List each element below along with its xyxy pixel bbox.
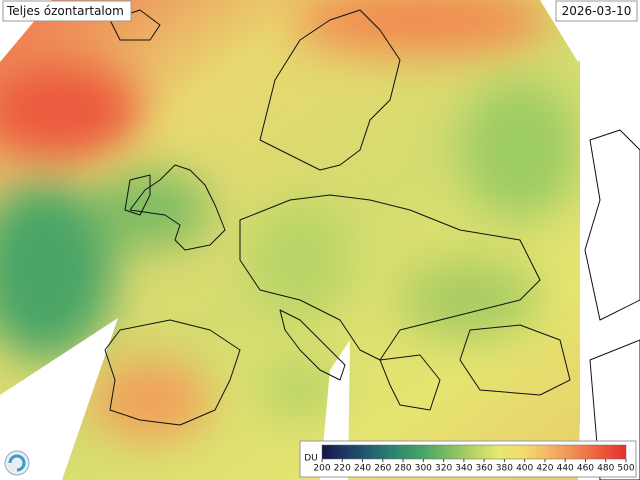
colorbar-tick-label: 320 <box>435 464 452 474</box>
logo <box>4 450 30 476</box>
colorbar-tick-label: 480 <box>597 464 614 474</box>
colorbar-tick-label: 240 <box>354 464 371 474</box>
coastlines <box>104 9 640 480</box>
colorbar: DU 200 220 240 260 280 300 320 340 360 380 400 420 4… <box>299 440 637 478</box>
date-box: 2026-03-10 <box>555 0 638 22</box>
colorbar-tick-label: 300 <box>415 464 432 474</box>
title-box: Teljes ózontartalom <box>2 0 132 22</box>
colorbar-tick-label: 200 <box>313 464 330 474</box>
colorbar-unit: DU <box>304 454 318 464</box>
colorbar-tick-label: 360 <box>476 464 493 474</box>
colorbar-tick-label: 340 <box>455 464 472 474</box>
colorbar-tick-label: 420 <box>536 464 553 474</box>
colorbar-tick-label: 500 <box>617 464 634 474</box>
date: 2026-03-10 <box>562 4 632 18</box>
logo-swirl <box>8 454 26 472</box>
colorbar-tick-label: 440 <box>557 464 574 474</box>
colorbar-tick-label: 400 <box>516 464 533 474</box>
title-background <box>2 0 132 22</box>
title: Teljes ózontartalom <box>6 4 124 18</box>
date-background <box>555 0 638 22</box>
colorbar-tick-label: 220 <box>334 464 351 474</box>
colorbar-gradient <box>321 444 627 460</box>
colorbar-tick-label: 460 <box>577 464 594 474</box>
colorbar-tick-label: 260 <box>374 464 391 474</box>
colorbar-tick-label: 380 <box>496 464 513 474</box>
colorbar-tick-label: 280 <box>394 464 411 474</box>
